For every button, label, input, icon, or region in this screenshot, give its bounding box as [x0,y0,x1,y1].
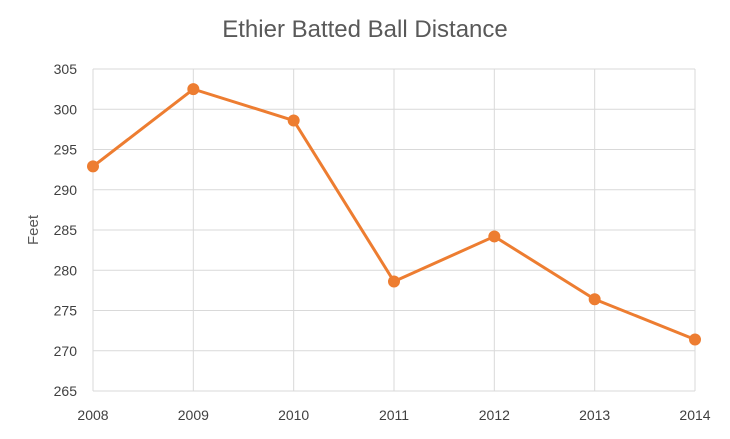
data-point [287,114,300,127]
y-tick-label: 290 [54,182,78,198]
y-tick-label: 265 [54,383,78,399]
data-point [87,160,99,173]
y-axis-title: Feet [25,214,42,245]
x-tick-label: 2010 [278,407,309,423]
x-axis-ticks: 2008 2009 2010 2011 2012 2013 2014 [77,407,710,423]
data-point [588,293,601,306]
x-tick-label: 2011 [379,407,409,423]
gridlines [92,68,696,392]
data-point [689,333,701,346]
y-tick-label: 285 [54,222,78,238]
y-tick-label: 295 [54,142,78,158]
x-tick-label: 2014 [679,407,710,423]
x-tick-label: 2012 [479,407,510,423]
x-tick-label: 2009 [178,407,209,423]
y-tick-label: 280 [54,262,78,278]
chart-title: Ethier Batted Ball Distance [222,16,507,43]
data-point [488,230,501,243]
x-tick-label: 2008 [77,407,108,423]
data-point [388,275,400,288]
y-axis-ticks: 265 270 275 280 285 290 295 300 305 [54,61,78,399]
y-tick-label: 305 [54,61,78,77]
y-tick-label: 270 [54,343,78,359]
y-tick-label: 300 [54,101,78,117]
y-tick-label: 275 [54,303,78,319]
series-plot [87,83,701,346]
data-point [187,83,200,96]
x-tick-label: 2013 [579,407,610,423]
